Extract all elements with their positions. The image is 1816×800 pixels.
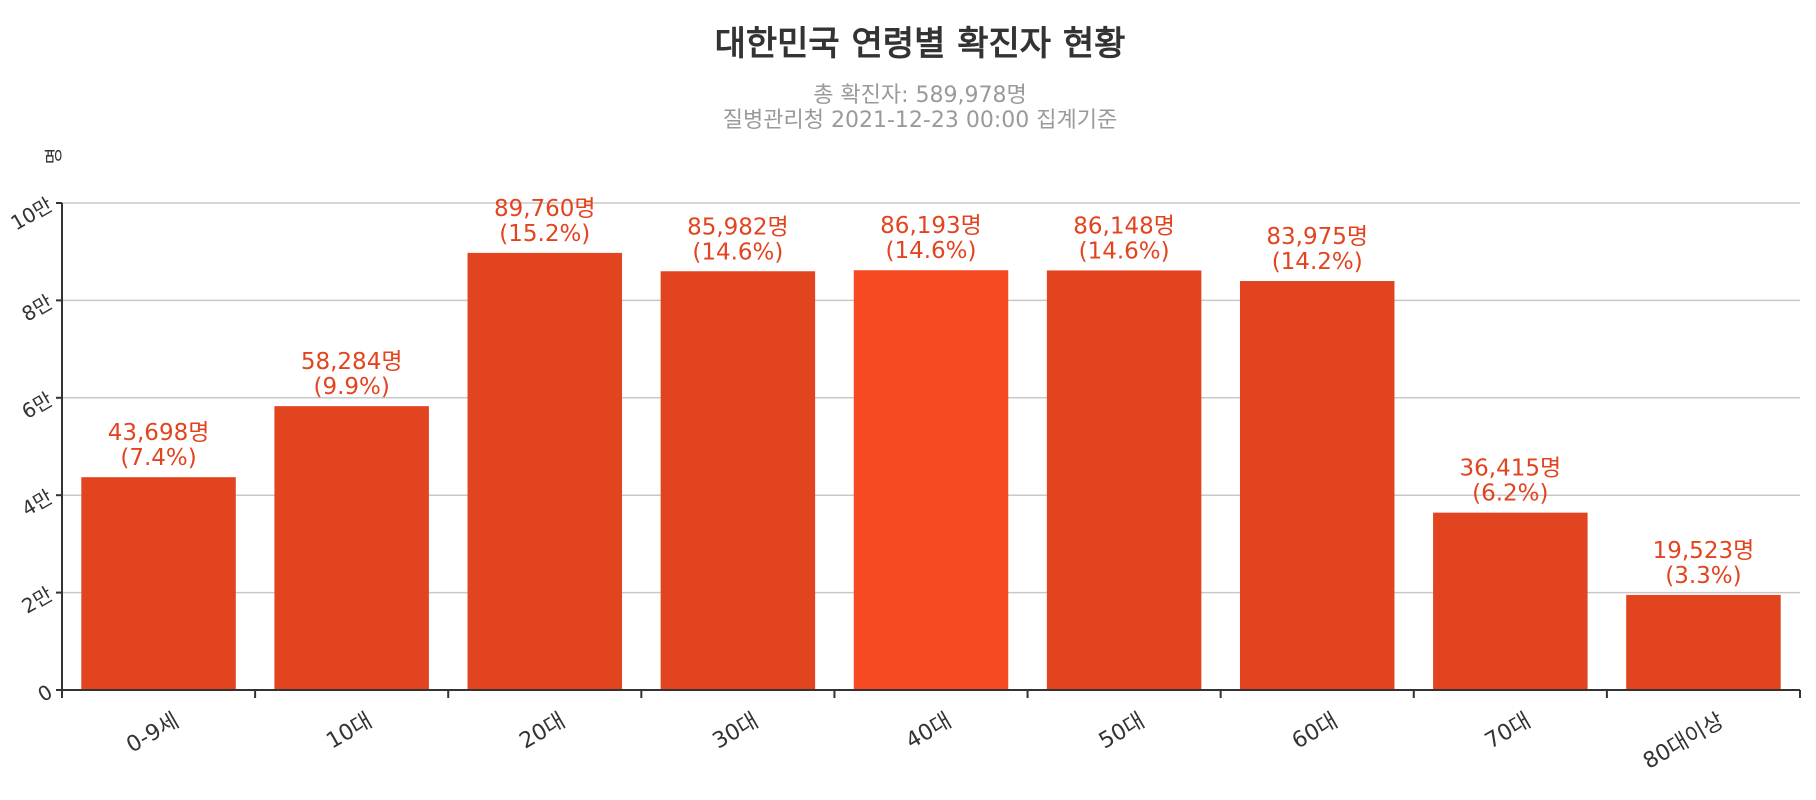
data-label-value: 36,415명 [1460, 456, 1562, 482]
chart-subtitle-source: 질병관리청 2021-12-23 00:00 집계기준 [723, 108, 1117, 133]
data-label-value: 58,284명 [301, 349, 403, 375]
data-label-value: 19,523명 [1653, 538, 1755, 564]
data-label-value: 86,148명 [1073, 213, 1175, 239]
data-label-percent: (14.2%) [1272, 249, 1363, 275]
y-tick-label: 0 [33, 680, 56, 707]
bar [660, 271, 816, 690]
chart-subtitle-total: 총 확진자: 589,978명 [813, 83, 1027, 108]
y-tick-label: 4만 [18, 485, 57, 521]
data-label-value: 89,760명 [494, 196, 596, 222]
data-label-percent: (14.6%) [1079, 238, 1170, 264]
bar [467, 252, 623, 690]
bar [274, 406, 429, 690]
bar [1239, 281, 1395, 690]
y-tick-label: 8만 [18, 290, 57, 326]
bar [1046, 270, 1202, 690]
bar [1433, 512, 1588, 690]
x-tick-label: 50대 [1095, 709, 1149, 755]
bars [81, 252, 1781, 690]
x-tick-label: 0-9세 [122, 709, 183, 759]
data-labels: 43,698명(7.4%) 58,284명(9.9%) 89,760명(15.2%)… [108, 196, 1755, 589]
x-tick-label: 10대 [322, 709, 376, 755]
data-label-percent: (15.2%) [499, 221, 590, 247]
y-tick-label: 2만 [18, 582, 57, 618]
y-axis-unit-label: 명 [44, 148, 65, 165]
data-label-value: 83,975명 [1266, 224, 1368, 250]
x-tick-label: 70대 [1481, 709, 1535, 755]
data-label-value: 86,193명 [880, 213, 982, 239]
x-tick-label: 20대 [516, 709, 570, 755]
x-tick-label: 60대 [1288, 709, 1342, 755]
x-tick-label: 40대 [902, 709, 956, 755]
bar [81, 477, 236, 690]
data-label-percent: (14.6%) [885, 238, 976, 264]
data-label-percent: (6.2%) [1472, 481, 1548, 507]
data-label-value: 43,698명 [108, 420, 210, 446]
y-tick-label: 10만 [7, 193, 57, 236]
x-tick-label: 30대 [709, 709, 763, 755]
chart-title: 대한민국 연령별 확진자 현황 [715, 24, 1126, 64]
bar [1626, 594, 1781, 690]
data-label-percent: (7.4%) [120, 445, 196, 471]
data-label-value: 85,982명 [687, 214, 789, 240]
data-label-percent: (14.6%) [692, 239, 783, 265]
data-label-percent: (3.3%) [1665, 563, 1741, 589]
x-tick-label: 80대이상 [1639, 709, 1728, 775]
y-tick-label: 6만 [18, 387, 57, 423]
data-label-percent: (9.9%) [313, 374, 389, 400]
bar [853, 270, 1009, 690]
